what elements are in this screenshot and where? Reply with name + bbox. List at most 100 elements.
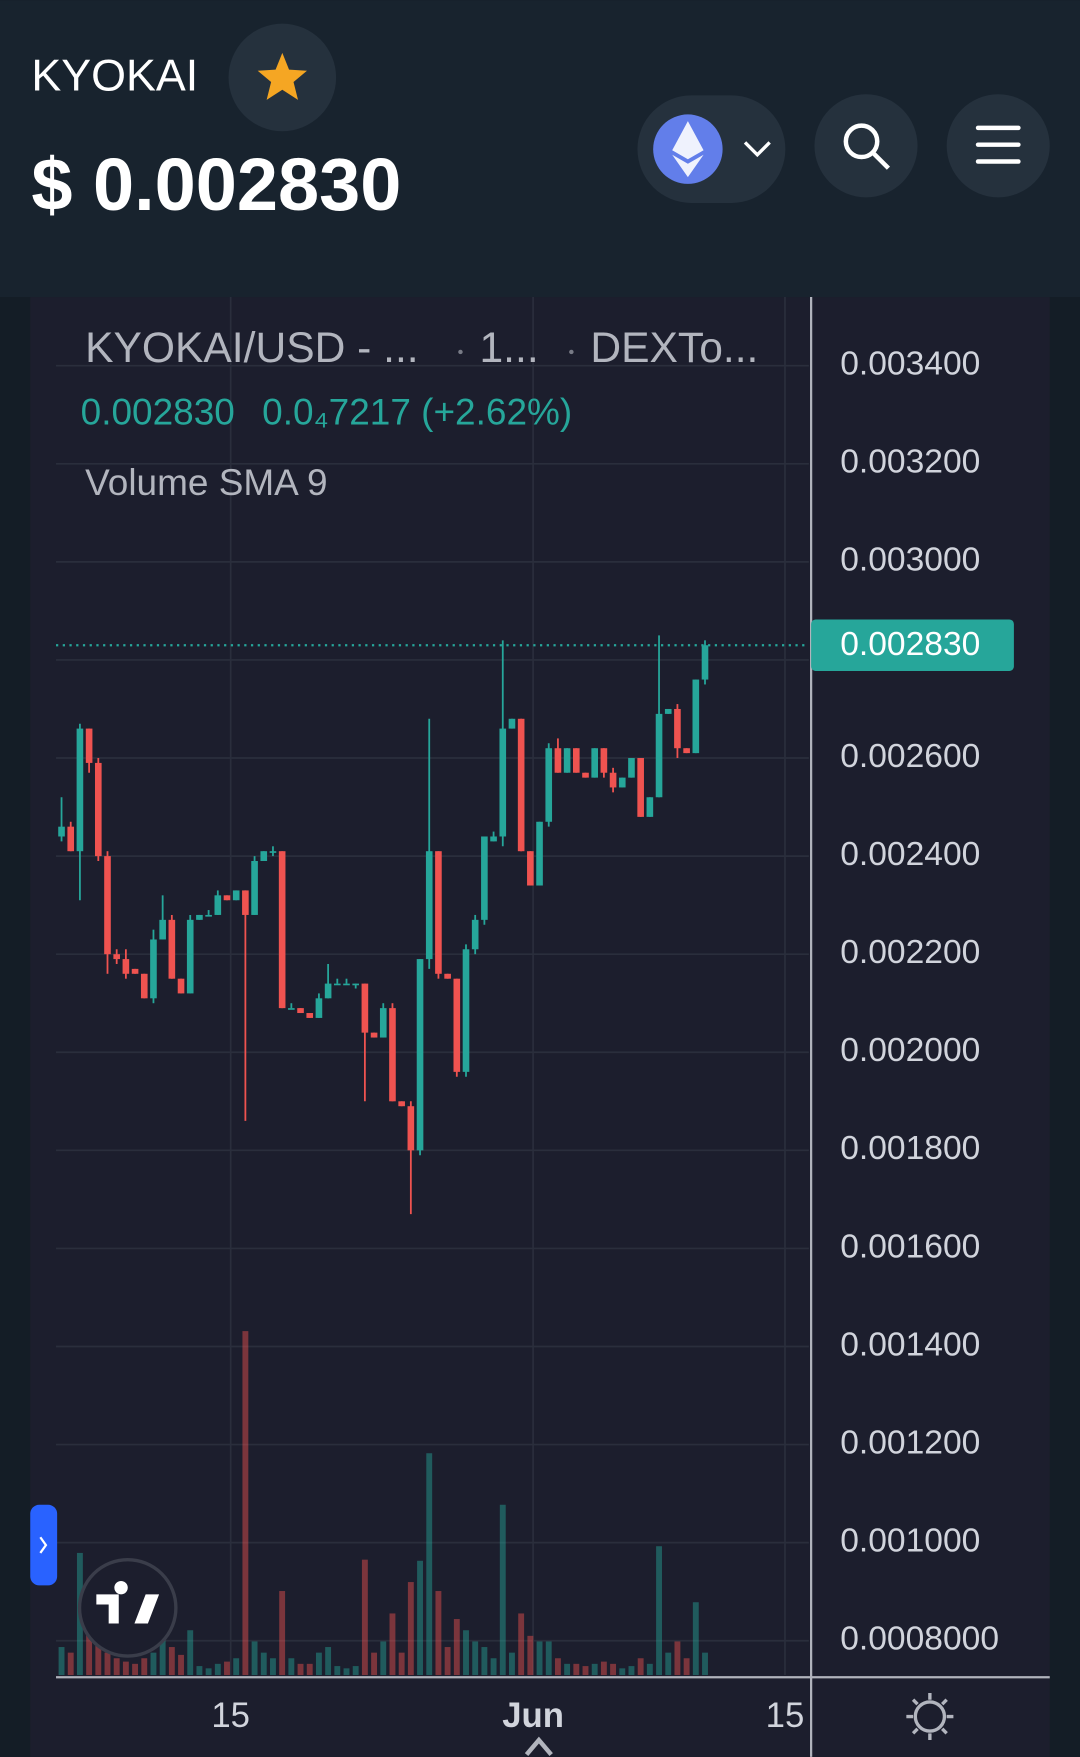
settings-icon[interactable] (906, 1692, 954, 1741)
candle-body (628, 758, 635, 778)
volume-bar (435, 1591, 442, 1676)
volume-bar (637, 1658, 644, 1676)
volume-bar (683, 1658, 690, 1676)
candle-body (453, 978, 461, 1072)
candle-body (435, 851, 442, 974)
legend-interval: 1... (480, 324, 539, 372)
candle-body (573, 748, 580, 773)
candle-body (490, 836, 497, 842)
volume-bar (187, 1630, 194, 1676)
volume-bar (361, 1559, 368, 1676)
volume-bar (417, 1560, 423, 1676)
candle-body (232, 890, 240, 901)
candle-body (683, 748, 690, 754)
candle-body (76, 728, 84, 852)
volume-bar (536, 1641, 543, 1676)
volume-bar (591, 1663, 598, 1676)
legend-indicator: Volume SMA 9 (85, 462, 327, 503)
search-icon (843, 123, 880, 160)
candle-body (646, 797, 654, 817)
candle-body (416, 959, 424, 1151)
candle-body (444, 973, 451, 979)
volume-bar (141, 1658, 148, 1676)
volume-bar (463, 1630, 469, 1676)
candle-body (260, 851, 268, 862)
volume-bar (674, 1641, 681, 1676)
volume-bar (297, 1663, 304, 1676)
candle-body (85, 728, 93, 763)
candle-body (407, 1106, 415, 1151)
volume-bar (325, 1647, 332, 1676)
candle-body (58, 826, 65, 837)
star-icon (257, 52, 307, 100)
x-tick-label: 15 (766, 1697, 805, 1735)
search-icon (871, 150, 891, 170)
logo-glyph (96, 1580, 160, 1624)
volume-bar (67, 1652, 74, 1676)
volume-bar (499, 1504, 506, 1676)
volume-bar (554, 1658, 561, 1676)
tradingview-logo[interactable] (77, 1557, 178, 1658)
volume-bar (315, 1652, 322, 1676)
volume-bar (168, 1647, 175, 1676)
volume-bar (481, 1647, 488, 1676)
y-tick-label: 0.001200 (840, 1424, 980, 1461)
eth-glyph (672, 154, 704, 178)
candle-body (462, 949, 470, 1072)
candle-body (177, 978, 185, 994)
volume-bar (352, 1666, 359, 1676)
candle-body (536, 821, 543, 886)
token-name: KYOKAI (31, 50, 198, 100)
volume-bar (600, 1661, 607, 1676)
candle-body (582, 772, 589, 778)
volume-bar (472, 1641, 479, 1676)
volume-bar (426, 1453, 433, 1676)
volume-bar (58, 1647, 65, 1676)
candle-body (517, 718, 525, 852)
side-toggle[interactable] (30, 1504, 58, 1586)
search-button[interactable] (814, 94, 918, 198)
scroll-arrow[interactable] (524, 1736, 553, 1757)
y-tick-label: 0.003000 (840, 542, 980, 579)
volume-bar (95, 1641, 102, 1676)
candle-body (67, 826, 75, 852)
volume-bar (573, 1663, 580, 1676)
volume-bar (389, 1613, 396, 1676)
candle-body (269, 851, 277, 853)
candle-body (508, 718, 516, 729)
volume-bar (214, 1663, 221, 1676)
candle-body (701, 645, 709, 680)
candle-body (186, 919, 194, 994)
candle-body (609, 772, 617, 788)
separator-dot (569, 349, 574, 355)
y-tick-label: 0.001800 (840, 1130, 980, 1167)
candle-layer (58, 635, 709, 1215)
volume-bar (242, 1331, 249, 1676)
legend-source: DEXTo... (590, 324, 758, 372)
volume-bar (665, 1652, 672, 1676)
volume-bar (490, 1658, 497, 1676)
volume-bar (582, 1666, 589, 1676)
y-tick-label: 0.003400 (840, 346, 980, 383)
last-price-tag (811, 619, 1014, 671)
candle-body (692, 679, 700, 754)
volume-bar (371, 1652, 378, 1676)
volume-bar (306, 1663, 313, 1676)
candle-body (664, 708, 672, 714)
candle-body (104, 856, 111, 955)
menu-icon (975, 125, 1021, 164)
candle-body (545, 748, 553, 822)
candle-body (674, 708, 681, 749)
chevron-icon (743, 141, 771, 158)
candle-body (425, 851, 433, 960)
token-price: $ 0.002830 (31, 143, 401, 226)
volume-bar (453, 1619, 460, 1676)
volume-bar (224, 1661, 230, 1676)
volume-bar (398, 1652, 405, 1676)
volume-bar (656, 1546, 662, 1676)
candle-body (398, 1101, 405, 1107)
candle-body (389, 1008, 396, 1102)
candle-body (343, 983, 350, 986)
candle-body (600, 748, 608, 773)
